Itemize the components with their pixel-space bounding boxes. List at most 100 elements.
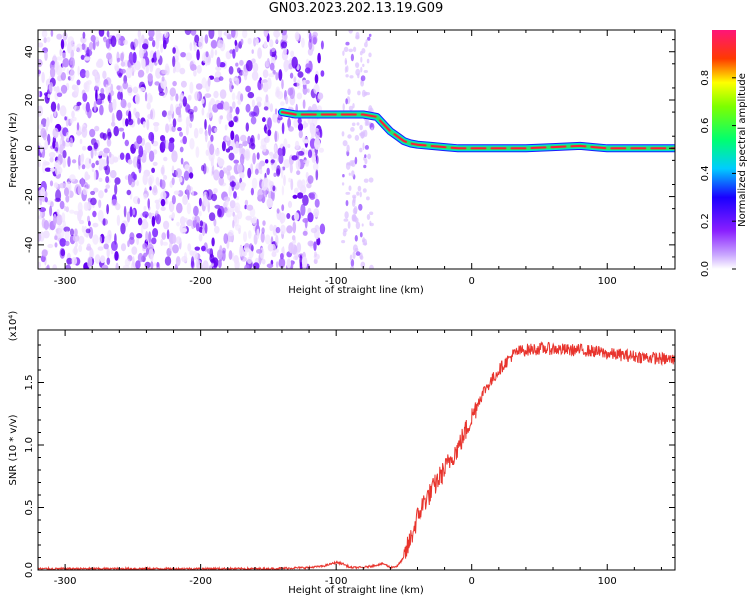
noise-blob [354,217,359,223]
noise-blob [148,30,155,38]
noise-blob [150,261,154,269]
noise-blob [215,66,222,71]
noise-blob [231,30,236,38]
x-tick-label: 0 [469,276,475,287]
signal-track-core [281,111,675,150]
noise-blob [275,35,279,44]
noise-blob [154,81,160,86]
noise-blob [133,60,137,73]
noise-blob [150,253,154,263]
noise-blob [138,48,144,59]
noise-blob [80,36,87,44]
noise-blob [216,102,224,110]
noise-blob [245,103,251,113]
noise-blob [97,210,104,222]
noise-blob [208,264,212,269]
colorbar-tick-label: 0.4 [700,165,711,181]
noise-blob [214,49,218,56]
noise-blob [269,224,274,232]
x-tick-label: -200 [189,576,212,587]
noise-blob [218,76,224,81]
noise-blob [191,189,194,197]
noise-blob [289,87,296,100]
noise-blob [189,138,195,150]
noise-blob [287,117,291,129]
noise-blob [342,103,345,111]
noise-blob [184,252,187,262]
noise-blob [296,92,303,100]
noise-blob [206,248,213,254]
noise-blob [106,155,109,167]
noise-blob [98,190,104,199]
noise-blob [160,206,166,212]
noise-blob [260,231,265,243]
noise-blob [359,232,363,238]
noise-blob [230,130,235,141]
noise-blob [276,208,280,214]
noise-blob [210,98,216,106]
noise-blob [369,211,374,216]
noise-blob [193,127,199,139]
noise-blob [190,256,195,268]
noise-blob [281,185,285,196]
noise-blob [183,170,190,181]
noise-blob [209,143,215,156]
noise-blob [359,255,364,260]
noise-blob [343,218,349,222]
x-tick-label: -300 [54,276,77,287]
noise-blob [371,127,374,131]
noise-blob [113,126,119,137]
noise-blob [318,147,324,153]
noise-blob [261,258,266,265]
noise-blob [354,248,359,252]
noise-blob [348,48,354,53]
noise-blob [213,90,219,99]
noise-blob [231,92,236,101]
noise-blob [253,37,257,47]
noise-blob [226,169,231,176]
noise-blob [281,30,287,36]
noise-blob [151,215,156,227]
noise-blob [275,261,279,268]
noise-blob [172,234,177,244]
noise-blob [265,179,273,192]
noise-blob [157,32,163,38]
noise-blob [350,53,354,62]
noise-blob [73,245,78,256]
noise-blob [251,177,258,189]
noise-blob [77,65,80,76]
noise-blob [241,69,249,77]
noise-blob [111,112,115,125]
noise-blob [111,199,118,207]
noise-blob [316,237,321,246]
noise-blob [305,149,308,155]
noise-blob [267,117,272,130]
noise-blob [180,52,187,58]
noise-blob [301,256,308,268]
noise-blob [38,261,42,269]
noise-blob [188,172,194,179]
noise-blob [199,210,202,217]
noise-blob [137,197,141,205]
y-tick-label: -20 [24,188,35,204]
noise-blob [80,177,85,188]
noise-blob [208,30,215,39]
noise-blob [99,104,104,116]
noise-blob [86,243,92,251]
noise-blob [229,200,236,209]
noise-blob [287,143,291,149]
noise-blob [38,42,44,48]
noise-blob [280,166,284,179]
noise-blob [127,102,132,109]
noise-blob [217,39,224,49]
noise-blob [44,161,50,166]
noise-blob [133,173,138,181]
noise-blob [103,147,110,154]
noise-blob [362,142,365,151]
noise-blob [369,122,375,131]
noise-scatter-layer [38,30,375,269]
noise-blob [106,52,112,60]
x-tick-label: -100 [325,576,348,587]
noise-blob [131,246,138,255]
snr-y-ticks: 0.0 0.5 1.0 1.5 [24,344,675,578]
